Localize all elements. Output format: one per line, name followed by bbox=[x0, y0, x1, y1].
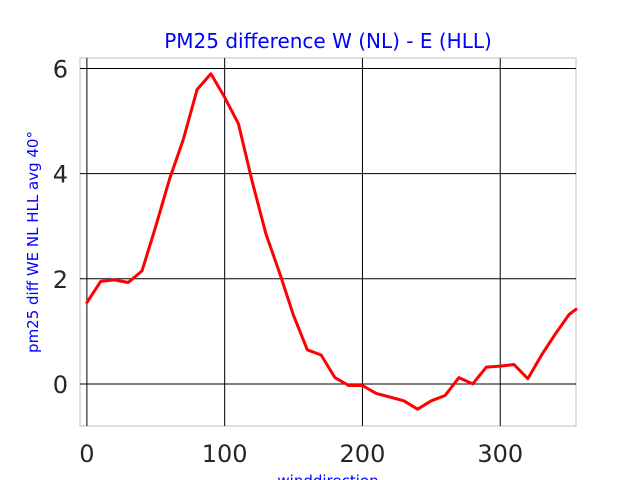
x-tick-label: 200 bbox=[340, 440, 386, 468]
y-tick-label: 0 bbox=[53, 371, 68, 399]
chart-title: PM25 difference W (NL) - E (HLL) bbox=[164, 29, 492, 53]
series-line bbox=[85, 72, 578, 411]
x-tick-label: 0 bbox=[79, 440, 94, 468]
series-layer bbox=[85, 72, 578, 411]
tick-labels: 0 100 200 300 0 2 4 6 bbox=[53, 56, 523, 468]
grid bbox=[80, 58, 576, 426]
x-tick-label: 100 bbox=[202, 440, 248, 468]
y-tick-label: 2 bbox=[53, 266, 68, 294]
x-axis-label: winddirection bbox=[277, 472, 378, 480]
x-tick-label: 300 bbox=[477, 440, 523, 468]
y-tick-label: 4 bbox=[53, 161, 68, 189]
plot-area bbox=[79, 57, 577, 427]
y-axis-label: pm25 diff WE NL HLL avg 40° bbox=[24, 131, 42, 353]
y-tick-label: 6 bbox=[53, 56, 68, 84]
